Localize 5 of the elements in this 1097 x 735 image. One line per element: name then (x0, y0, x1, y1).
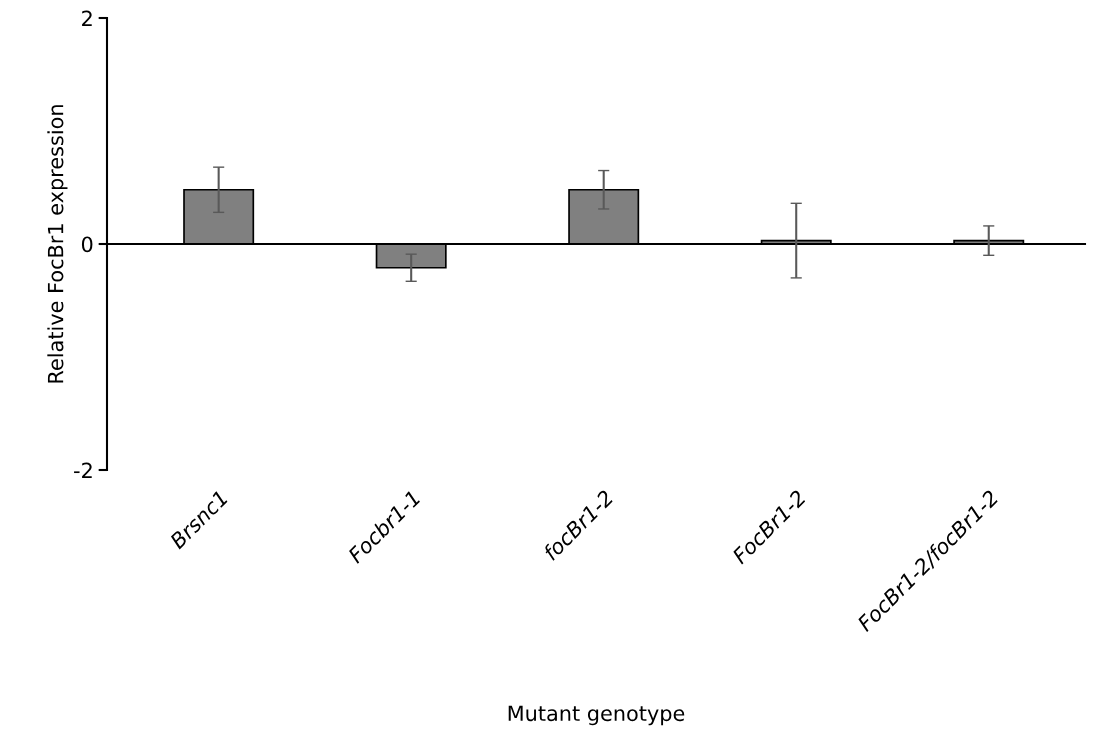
x-axis-title: Mutant genotype (508, 705, 685, 726)
y-axis-title: Relative FocBr1 expression (47, 105, 68, 383)
y-tick-label: 0 (81, 236, 93, 253)
y-tick-label: 2 (82, 10, 92, 26)
y-tick-label: -2 (74, 462, 92, 478)
